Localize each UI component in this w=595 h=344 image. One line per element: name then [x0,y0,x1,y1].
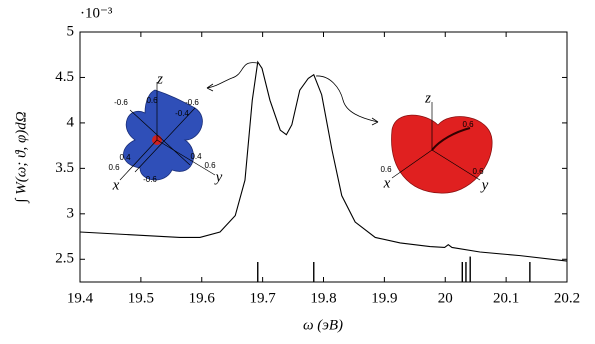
inset-label: 0.4 [190,152,202,161]
axis-line [119,139,158,181]
y-tick-label: 4.5 [55,69,74,85]
arrow [206,62,258,89]
inset-label: 0.6 [146,96,158,105]
x-axis-label: ω (эВ) [303,317,343,333]
axis-line [391,149,433,179]
y-tick-label: 3.5 [55,160,74,176]
inset-crease [431,127,471,151]
arrows [206,62,379,126]
inset-label: -0.6 [114,98,128,107]
inset-shape [391,114,493,194]
inset-label: 0.6 [204,161,216,170]
x-tick-label: 19.6 [189,290,216,306]
y-axis-label: ∫ W(ω; ϑ, φ)dΩ [13,111,29,203]
axis-line [134,107,196,173]
x-tick-label: 19.7 [250,290,277,306]
inset-right: z0.60.6x0.6y [380,90,493,194]
inset-label: -0.6 [185,98,199,107]
arrow [315,75,379,123]
axis-line [129,109,191,166]
y-tick-label: 5 [67,23,75,39]
inset-label: 0.6 [108,163,120,172]
inset-label: y [480,177,489,193]
inset-label: 0.6 [462,120,474,129]
inset-axes [119,82,216,181]
inset-label: x [383,175,391,191]
x-tick-label: 20 [438,290,453,306]
inset-label: y [214,169,223,185]
inset-label: 0.6 [472,167,484,176]
inset-label: 0.6 [380,165,392,174]
x-tick-label: 20.1 [493,290,519,306]
inset-label: -0.4 [175,109,189,118]
inset-left: z0.6-0.6 -0.6-0.40.40.6x -0.60.40.6y [108,71,222,193]
arrow-head [206,83,214,92]
x-tick-label: 19.8 [310,290,336,306]
x-tick-label: 19.5 [128,290,154,306]
inset-label: z [156,71,163,87]
y-tick-label: 2.5 [55,251,74,267]
arrow-head [371,117,379,126]
line [79,60,568,262]
inset-label: z [424,90,431,106]
inset-axes [391,102,481,181]
y-tick-label: 3 [67,205,75,221]
inset-label: x [112,177,120,193]
axis-line [156,139,216,176]
inset-shape [123,89,203,181]
x-tick-label: 20.2 [554,290,580,306]
inset-label: -0.6 [143,175,157,184]
inset-label: 0.4 [119,153,131,162]
x-tick-label: 19.4 [67,290,94,306]
axis-line [431,149,481,181]
x-tick-label: 19.9 [371,290,397,306]
y-tick-label: 4 [67,114,75,130]
y-multiplier: ·10⁻³ [80,5,113,21]
